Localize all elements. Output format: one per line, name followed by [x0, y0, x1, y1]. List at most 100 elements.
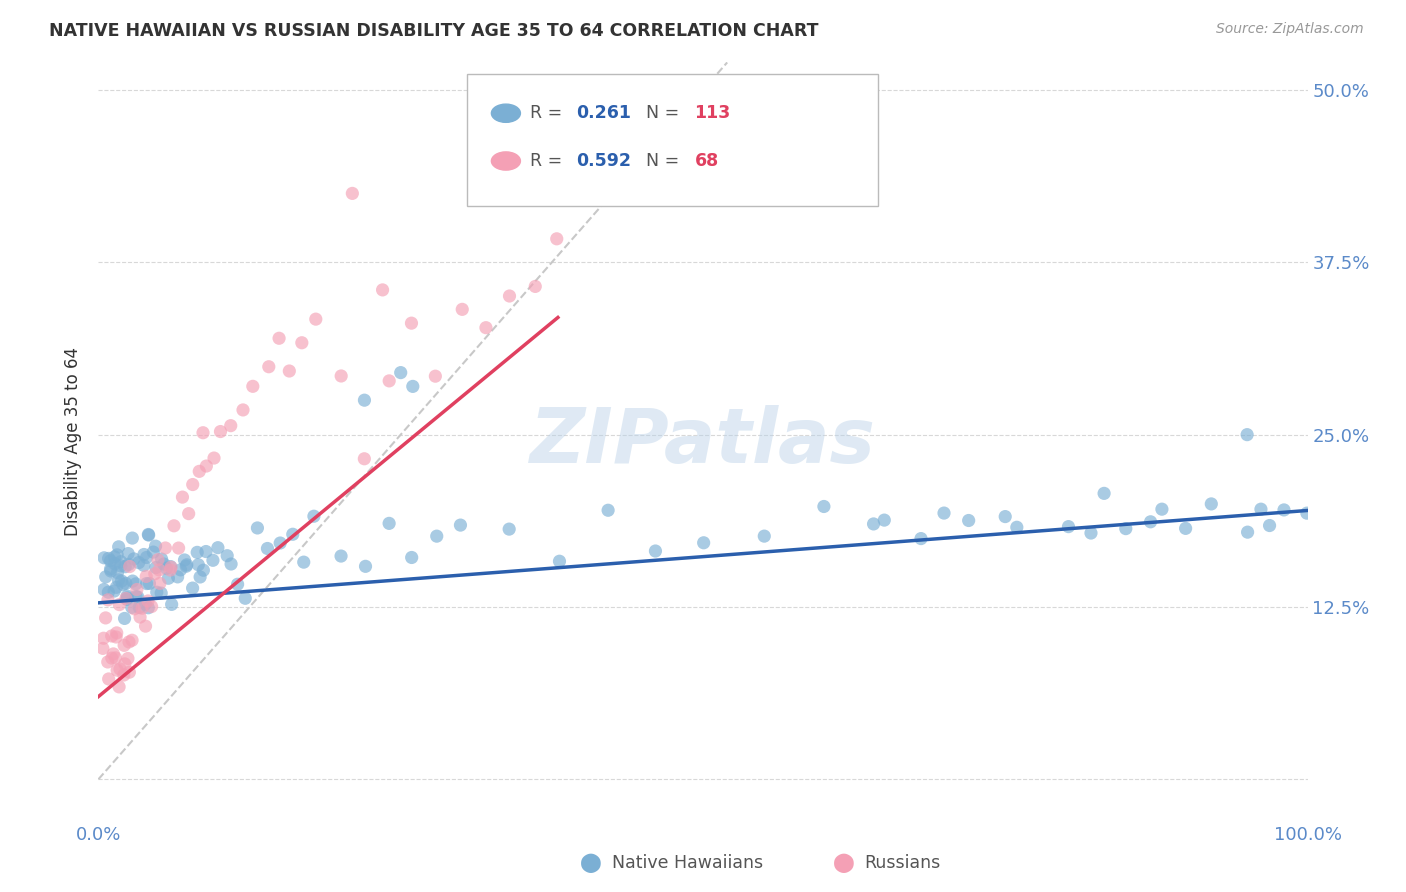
Point: [148, 563, 170, 577]
Text: ⬤: ⬤: [832, 854, 855, 873]
FancyBboxPatch shape: [467, 74, 879, 207]
Text: Native Hawaiians: Native Hawaiians: [612, 855, 762, 872]
Point: [187, 558, 209, 572]
Point: [138, 527, 160, 541]
Point: [257, 359, 280, 374]
Point: [97, 672, 120, 686]
Point: [121, 633, 143, 648]
Point: [692, 535, 714, 549]
Point: [232, 403, 254, 417]
Point: [1250, 502, 1272, 516]
Point: [188, 464, 211, 478]
Point: [146, 552, 169, 566]
Point: [135, 576, 157, 591]
Point: [118, 559, 141, 574]
Point: [174, 559, 197, 574]
Point: [160, 560, 183, 574]
Point: [159, 559, 181, 574]
Point: [121, 600, 143, 615]
Point: [107, 540, 129, 554]
Point: [330, 549, 353, 563]
Point: [353, 451, 375, 466]
Point: [108, 680, 131, 694]
Point: [166, 570, 188, 584]
Circle shape: [492, 152, 520, 170]
Point: [129, 610, 152, 624]
Point: [134, 597, 156, 611]
Point: [402, 379, 425, 393]
Point: [910, 532, 932, 546]
Point: [401, 316, 423, 330]
Point: [201, 553, 224, 567]
Point: [100, 554, 122, 568]
Point: [342, 186, 364, 201]
Point: [128, 600, 150, 615]
Point: [1236, 525, 1258, 540]
Point: [1139, 515, 1161, 529]
Point: [127, 590, 149, 604]
Point: [256, 541, 278, 556]
Text: R =: R =: [530, 104, 568, 122]
Point: [93, 582, 115, 597]
Point: [546, 232, 568, 246]
Point: [305, 312, 328, 326]
Point: [105, 548, 128, 562]
Point: [108, 662, 131, 676]
Point: [149, 576, 172, 591]
Point: [97, 585, 120, 599]
Point: [135, 619, 157, 633]
Point: [150, 552, 173, 566]
Point: [186, 545, 208, 559]
Point: [93, 550, 115, 565]
Point: [246, 521, 269, 535]
Point: [754, 529, 776, 543]
Point: [103, 584, 125, 599]
Point: [136, 594, 159, 608]
Point: [426, 529, 449, 543]
Text: 113: 113: [695, 104, 731, 122]
Point: [159, 563, 181, 577]
Point: [378, 374, 401, 388]
Point: [1150, 502, 1173, 516]
Point: [169, 563, 191, 577]
Point: [108, 598, 131, 612]
Text: N =: N =: [647, 152, 685, 170]
Point: [226, 577, 249, 591]
Point: [115, 591, 138, 606]
Point: [813, 500, 835, 514]
Point: [141, 599, 163, 614]
Point: [389, 366, 412, 380]
Point: [188, 570, 211, 584]
Point: [94, 611, 117, 625]
Point: [132, 558, 155, 573]
Point: [138, 576, 160, 591]
Point: [110, 574, 132, 588]
Point: [105, 626, 128, 640]
Point: [93, 632, 115, 646]
Point: [112, 668, 135, 682]
Point: [124, 602, 146, 616]
Point: [267, 331, 290, 345]
Point: [598, 503, 620, 517]
Point: [524, 279, 547, 293]
Point: [1201, 497, 1223, 511]
Point: [138, 528, 160, 542]
Point: [217, 549, 239, 563]
Point: [105, 630, 128, 644]
Point: [302, 509, 325, 524]
Point: [155, 561, 177, 575]
Circle shape: [492, 104, 520, 122]
Point: [292, 555, 315, 569]
Point: [1272, 503, 1295, 517]
Point: [498, 522, 520, 536]
Point: [100, 562, 122, 576]
Point: [118, 635, 141, 649]
Point: [97, 551, 120, 566]
Point: [105, 663, 128, 677]
Point: [122, 552, 145, 566]
Point: [97, 655, 120, 669]
Point: [157, 571, 180, 585]
Point: [143, 566, 166, 581]
Point: [425, 369, 447, 384]
Text: Russians: Russians: [865, 855, 941, 872]
